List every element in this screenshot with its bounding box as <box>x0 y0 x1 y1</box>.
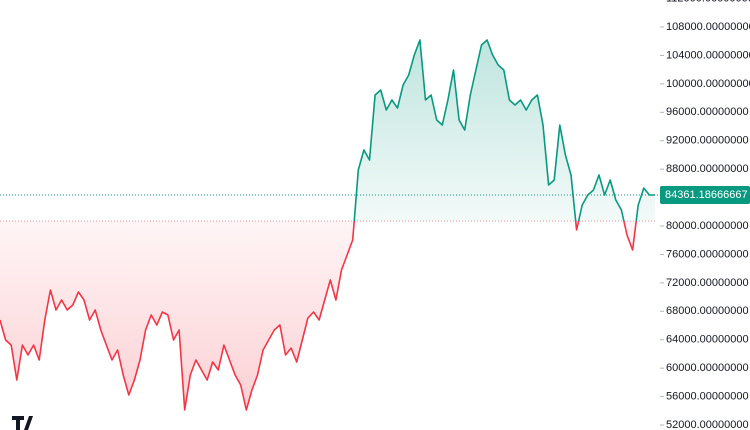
price-line <box>0 39 655 411</box>
y-tick-label: 76000.00000000 <box>666 248 749 260</box>
y-tick-label: 72000.00000000 <box>666 277 749 289</box>
y-tick-label: 100000.00000000 <box>666 78 750 90</box>
tv-logo <box>12 416 33 430</box>
y-tick-label: 80000.00000000 <box>666 220 749 232</box>
y-tick-label: 92000.00000000 <box>666 135 749 147</box>
y-tick-label: 108000.00000000 <box>666 21 750 33</box>
y-tick-label: 56000.00000000 <box>666 391 749 403</box>
last-price-label: 84361.18666667 <box>665 189 748 201</box>
y-tick-label: 104000.00000000 <box>666 49 750 61</box>
y-tick-label: 96000.00000000 <box>666 106 749 118</box>
baseline-area <box>0 40 655 410</box>
y-tick-label: 60000.00000000 <box>666 362 749 374</box>
y-tick-label: 112000.00000000 <box>666 0 750 4</box>
y-tick-label: 52000.00000000 <box>666 419 749 430</box>
y-tick-label: 68000.00000000 <box>666 305 749 317</box>
y-tick-label: 64000.00000000 <box>666 334 749 346</box>
last-price-box <box>660 186 750 205</box>
y-tick-label: 88000.00000000 <box>666 163 749 175</box>
